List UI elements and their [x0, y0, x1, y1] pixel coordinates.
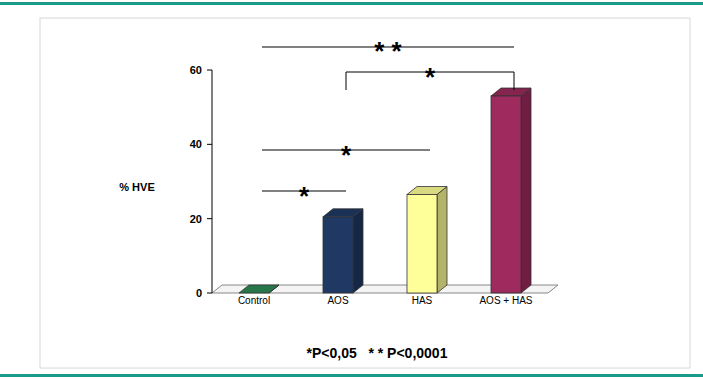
bar-front: [407, 195, 437, 293]
chart: 0 20 40 60 % HVE Control AOS HAS AOS + HAS * * * * *…: [0, 0, 703, 379]
y-axis: [212, 70, 213, 293]
bar-top: [491, 88, 531, 96]
significance-label: * *: [374, 36, 402, 66]
significance-label: *: [425, 62, 436, 92]
y-tick: [207, 70, 212, 71]
top-rule: [0, 2, 703, 5]
bar: [323, 209, 363, 293]
y-tick-label: 40: [190, 138, 202, 150]
y-tick: [207, 293, 212, 294]
frame: [40, 18, 690, 368]
x-tick-label: AOS: [327, 295, 348, 306]
x-tick-label: HAS: [412, 295, 433, 306]
significance-label: *: [341, 140, 352, 170]
y-tick-label: 0: [196, 287, 202, 299]
bar: [491, 88, 531, 293]
bar-front: [239, 293, 269, 294]
bar-top: [239, 285, 279, 293]
x-tick-label: AOS + HAS: [479, 295, 532, 306]
bar-front: [491, 96, 521, 293]
y-tick: [207, 144, 212, 145]
bracket-end: [514, 72, 515, 90]
x-tick-label: Control: [238, 295, 270, 306]
significance-bracket: *: [346, 62, 514, 92]
footnote: *P<0,05 * * P<0,0001: [307, 345, 448, 361]
bar-side: [353, 209, 363, 293]
bar-top: [407, 187, 447, 195]
y-tick-label: 60: [190, 64, 202, 76]
bar-top: [323, 209, 363, 217]
significance-bracket: *: [262, 181, 346, 211]
significance-label: *: [299, 181, 310, 211]
bar-side: [437, 187, 447, 293]
significance-bracket: *: [262, 140, 430, 170]
y-axis-label: % HVE: [119, 181, 154, 193]
bar-front: [323, 217, 353, 293]
bar: [407, 187, 447, 293]
y-tick: [207, 218, 212, 219]
bar-side: [521, 88, 531, 293]
y-tick-label: 20: [190, 213, 202, 225]
significance-bracket: * *: [262, 36, 514, 66]
bottom-rule: [0, 374, 703, 377]
bracket-end: [346, 72, 347, 90]
bars: [239, 88, 531, 293]
bar: [239, 285, 279, 293]
